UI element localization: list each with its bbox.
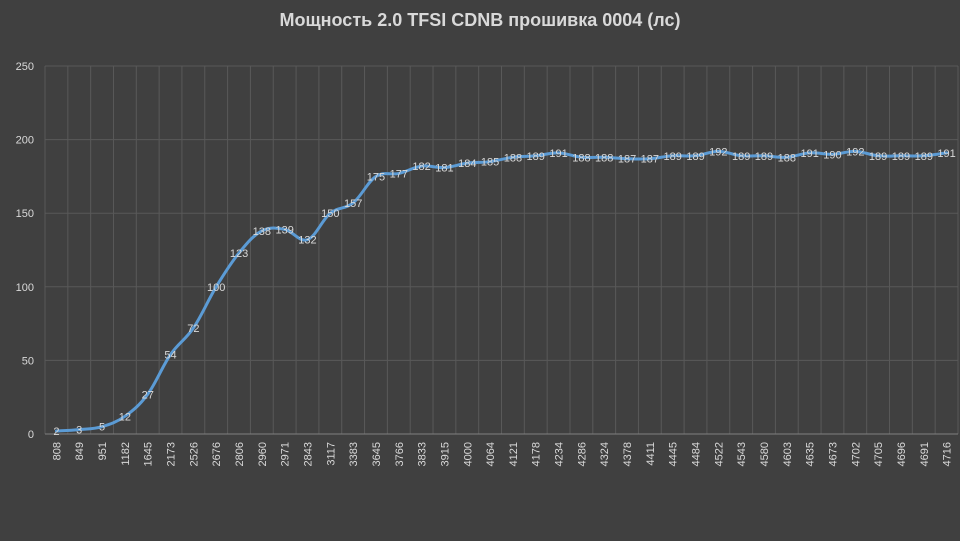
x-tick-label: 4716 <box>942 442 954 466</box>
data-label: 189 <box>755 151 773 163</box>
data-label: 182 <box>412 161 430 173</box>
x-tick-label: 4702 <box>850 442 862 466</box>
x-tick-label: 4324 <box>599 442 611 466</box>
x-tick-label: 951 <box>97 442 109 460</box>
data-label: 188 <box>778 152 796 164</box>
data-label: 189 <box>664 151 682 163</box>
data-labels: 2 3 5 12 27 54 72 100 123 138 139 132 150 157 175 177 18… <box>53 146 955 438</box>
y-tick-label: 250 <box>16 61 34 73</box>
data-label: 189 <box>527 151 545 163</box>
data-label: 188 <box>572 152 590 164</box>
x-tick-label: 4484 <box>691 442 703 466</box>
x-tick-label: 3915 <box>439 442 451 466</box>
data-label: 123 <box>230 248 248 260</box>
x-tick-label: 4705 <box>873 442 885 466</box>
x-tick-label: 2971 <box>280 442 292 466</box>
data-label: 177 <box>390 168 408 180</box>
data-label: 191 <box>937 148 955 160</box>
x-axis-ticks: 808 849 951 1182 1645 2173 2526 2676 2806 2960 297… <box>51 442 953 466</box>
data-label: 157 <box>344 198 362 210</box>
x-tick-label: 3766 <box>394 442 406 466</box>
x-tick-label: 4603 <box>782 442 794 466</box>
x-tick-label: 3383 <box>348 442 360 466</box>
x-tick-label: 2173 <box>166 442 178 466</box>
x-tick-label: 1182 <box>120 442 132 466</box>
series-line <box>54 149 949 433</box>
x-tick-label: 3645 <box>371 442 383 466</box>
data-label: 189 <box>869 151 887 163</box>
y-axis-ticks: 0 50 100 150 200 250 <box>16 61 34 441</box>
data-label: 5 <box>99 422 105 434</box>
x-tick-label: 3833 <box>417 442 429 466</box>
x-tick-label: 4234 <box>554 442 566 466</box>
data-label: 184 <box>458 158 476 170</box>
x-tick-label: 4673 <box>827 442 839 466</box>
x-tick-label: 4522 <box>713 442 725 466</box>
data-label: 139 <box>275 224 293 236</box>
data-label: 189 <box>892 151 910 163</box>
data-label: 185 <box>481 157 499 169</box>
x-tick-label: 4543 <box>736 442 748 466</box>
x-tick-label: 2676 <box>211 442 223 466</box>
x-tick-label: 4696 <box>896 442 908 466</box>
data-label: 72 <box>187 323 199 335</box>
x-tick-label: 2526 <box>188 442 200 466</box>
x-tick-label: 4121 <box>508 442 520 466</box>
x-tick-label: 1645 <box>143 442 155 466</box>
data-label: 100 <box>207 282 225 294</box>
data-label: 191 <box>800 148 818 160</box>
data-label: 189 <box>686 151 704 163</box>
data-label: 192 <box>709 146 727 158</box>
x-tick-label: 849 <box>74 442 86 460</box>
x-tick-label: 2806 <box>234 442 246 466</box>
data-label: 192 <box>846 146 864 158</box>
data-label: 150 <box>321 208 339 220</box>
y-tick-label: 150 <box>16 208 34 220</box>
x-tick-label: 3117 <box>325 442 337 466</box>
x-tick-label: 4691 <box>919 442 931 466</box>
data-label: 54 <box>164 350 176 362</box>
data-label: 189 <box>915 151 933 163</box>
x-tick-label: 4000 <box>462 442 474 466</box>
x-tick-label: 808 <box>51 442 63 460</box>
x-tick-label: 4178 <box>531 442 543 466</box>
data-label: 12 <box>119 411 131 423</box>
data-label: 181 <box>435 163 453 175</box>
data-label: 191 <box>549 148 567 160</box>
x-tick-label: 4445 <box>668 442 680 466</box>
data-label: 190 <box>823 149 841 161</box>
data-label: 138 <box>253 226 271 238</box>
data-label: 187 <box>618 154 636 166</box>
y-tick-label: 50 <box>22 355 34 367</box>
data-label: 188 <box>595 152 613 164</box>
x-tick-label: 2960 <box>257 442 269 466</box>
data-label: 27 <box>142 389 154 401</box>
x-tick-label: 4286 <box>576 442 588 466</box>
x-tick-label: 4635 <box>805 442 817 466</box>
data-label: 188 <box>504 152 522 164</box>
data-label: 2 <box>53 426 59 438</box>
x-tick-label: 2843 <box>302 442 314 466</box>
y-tick-label: 200 <box>16 135 34 147</box>
x-tick-label: 4580 <box>759 442 771 466</box>
x-tick-label: 4411 <box>645 442 657 466</box>
data-label: 175 <box>367 171 385 183</box>
y-tick-label: 100 <box>16 282 34 294</box>
x-tick-label: 4378 <box>622 442 634 466</box>
chart-title: Мощность 2.0 TFSI CDNB прошивка 0004 (лс… <box>279 10 681 30</box>
gridlines <box>44 65 959 435</box>
x-tick-label: 4064 <box>485 442 497 466</box>
y-tick-label: 0 <box>28 429 34 441</box>
data-label: 189 <box>732 151 750 163</box>
data-label: 132 <box>298 235 316 247</box>
data-label: 187 <box>641 154 659 166</box>
data-label: 3 <box>76 425 82 437</box>
